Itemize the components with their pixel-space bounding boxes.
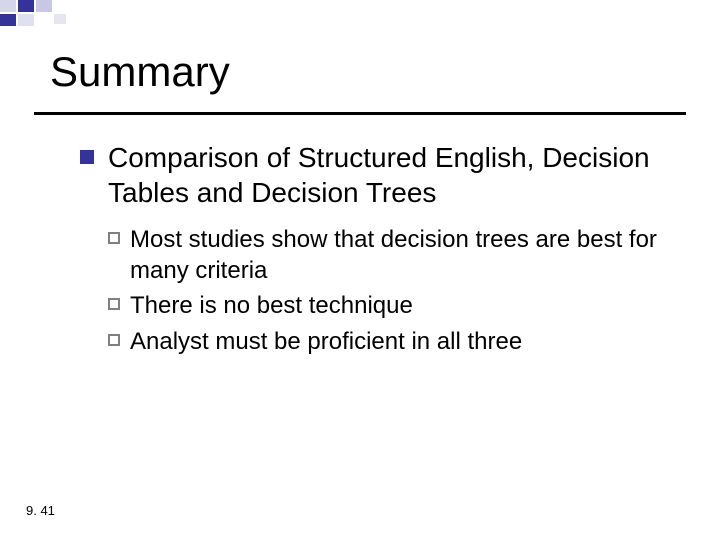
deco-square	[54, 14, 66, 24]
hollow-square-bullet-icon	[108, 232, 120, 244]
deco-square	[0, 14, 16, 26]
slide-number: 9. 41	[26, 503, 55, 518]
square-bullet-icon	[80, 150, 94, 164]
title-underline	[34, 112, 686, 115]
bullet-level2: Most studies show that decision trees ar…	[108, 224, 670, 286]
bullet-level2-text: Analyst must be proficient in all three	[130, 326, 522, 357]
slide-title: Summary	[50, 48, 230, 96]
corner-decoration	[0, 0, 140, 30]
bullet-level1-text: Comparison of Structured English, Decisi…	[108, 140, 670, 210]
hollow-square-bullet-icon	[108, 334, 120, 346]
hollow-square-bullet-icon	[108, 298, 120, 310]
deco-square	[18, 14, 34, 26]
bullet-level2: There is no best technique	[108, 290, 670, 321]
deco-square	[36, 0, 52, 12]
bullet-level1: Comparison of Structured English, Decisi…	[80, 140, 670, 210]
deco-square	[0, 0, 16, 12]
bullet-level2-text: Most studies show that decision trees ar…	[130, 224, 670, 286]
deco-square	[18, 0, 34, 12]
bullet-level2: Analyst must be proficient in all three	[108, 326, 670, 357]
bullet-level2-list: Most studies show that decision trees ar…	[108, 224, 670, 357]
bullet-level2-text: There is no best technique	[130, 290, 413, 321]
slide-body: Comparison of Structured English, Decisi…	[80, 140, 670, 361]
slide: Summary Comparison of Structured English…	[0, 0, 720, 540]
